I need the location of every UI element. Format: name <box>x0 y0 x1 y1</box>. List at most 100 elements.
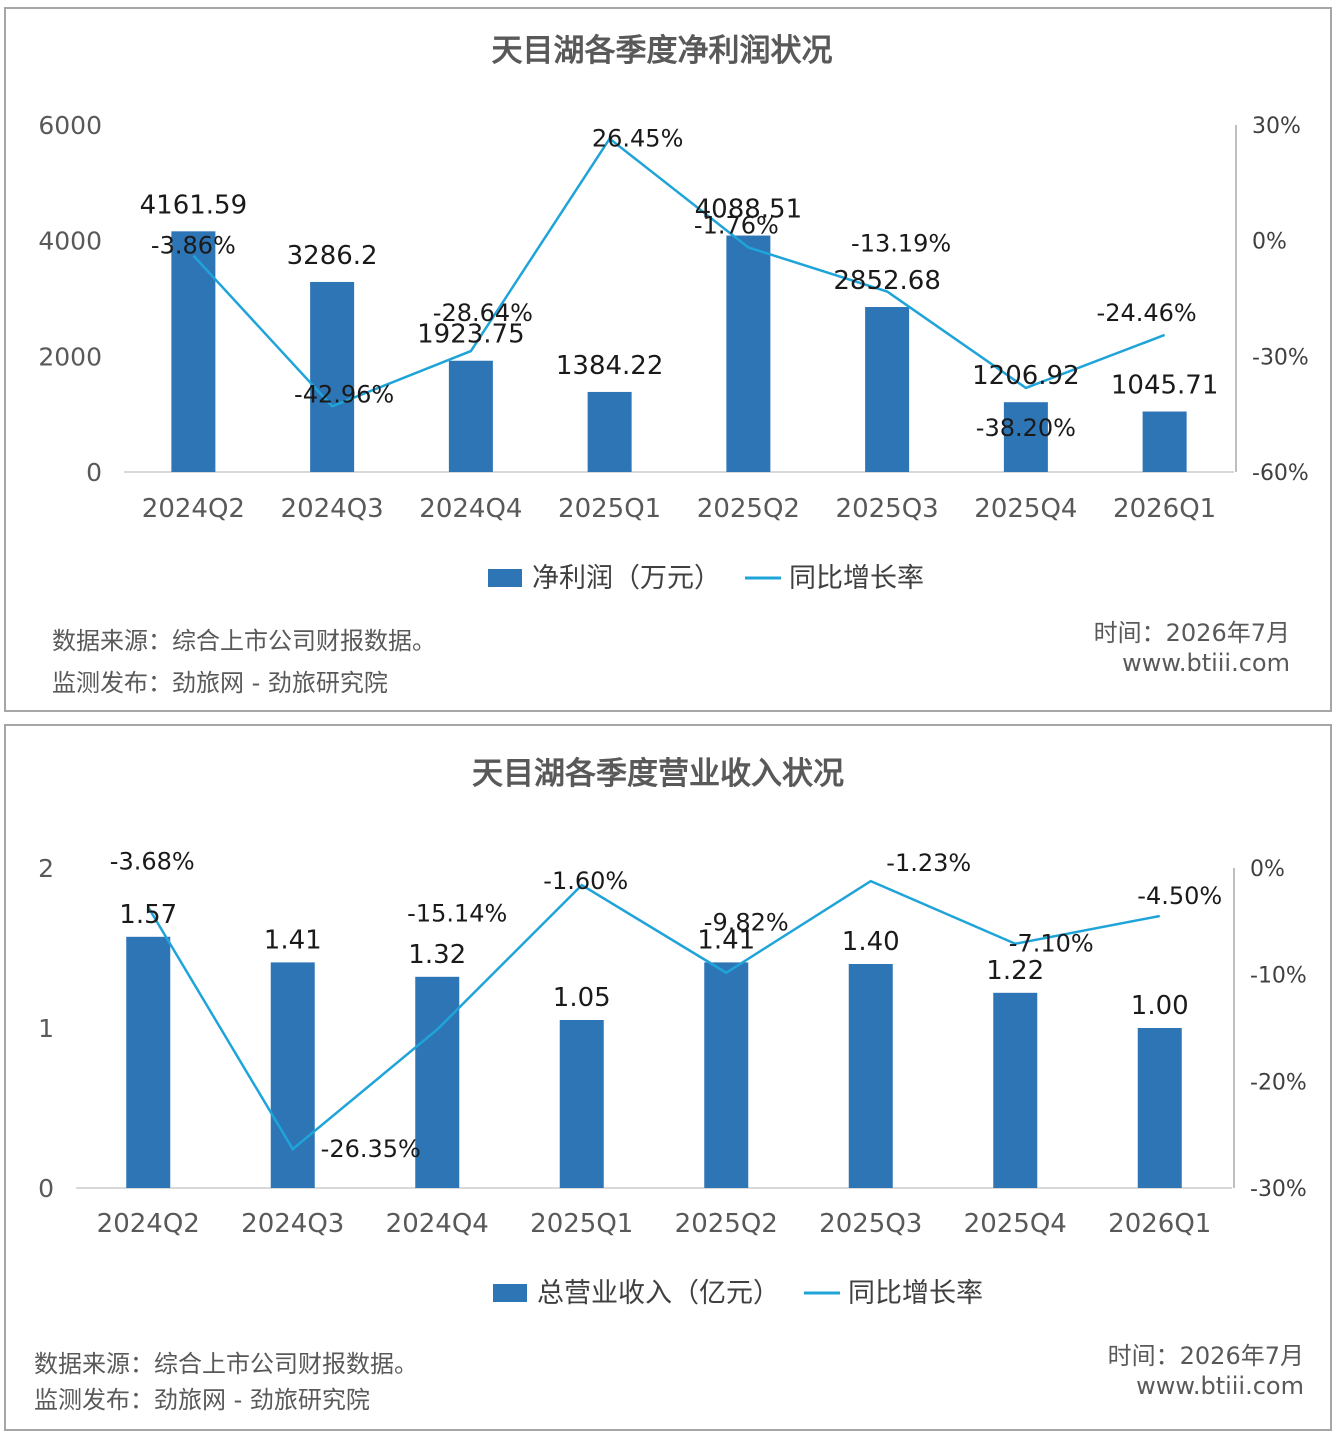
category-label: 2025Q1 <box>558 494 661 524</box>
legend-line-label: 同比增长率 <box>789 563 924 594</box>
category-label: 2024Q4 <box>419 494 522 524</box>
bar-2025Q4 <box>1003 402 1048 472</box>
legend-bar-label: 净利润（万元） <box>532 563 721 594</box>
bar-value-label: 3286.2 <box>287 241 378 271</box>
legend: 净利润（万元） 同比增长率 <box>488 563 924 594</box>
time-note: 时间：2026年7月 <box>1107 1342 1304 1370</box>
category-label: 2024Q2 <box>97 1209 200 1239</box>
bar-value-label: 1.41 <box>697 925 755 955</box>
left-axis-tick: 0 <box>38 1174 54 1203</box>
chart-title: 天目湖各季度营业收入状况 <box>472 756 844 792</box>
source-note: 数据来源：综合上市公司财报数据。 <box>52 627 436 655</box>
growth-rate-line <box>192 136 1166 408</box>
growth-rate-label: -38.20% <box>976 414 1076 442</box>
revenue-chart: 天目湖各季度营业收入状况 0 1 2 -30% -20% -10% 0% 2024Q2 2024Q… <box>38 756 1307 1309</box>
category-label: 2024Q3 <box>281 494 384 524</box>
monitor-note: 监测发布：劲旅网 - 劲旅研究院 <box>34 1386 370 1414</box>
bar-2025Q3 <box>848 964 893 1188</box>
left-axis-tick: 0 <box>86 458 102 487</box>
category-label: 2026Q1 <box>1113 494 1216 524</box>
net-profit-chart-panel: 天目湖各季度净利润状况 0 2000 4000 6000 -60% -30% 0% 30% 202… <box>4 7 1332 712</box>
left-axis-tick: 6000 <box>38 111 102 140</box>
growth-rate-label: -4.50% <box>1137 882 1222 910</box>
bar-value-label: 1.00 <box>1131 991 1189 1021</box>
bar-2026Q1 <box>1142 411 1187 472</box>
growth-rate-label: -26.35% <box>321 1135 421 1163</box>
legend-bar-swatch <box>488 569 522 587</box>
left-axis-tick: 2000 <box>38 342 102 371</box>
growth-rate-label: -3.68% <box>110 847 195 875</box>
category-label: 2025Q3 <box>819 1209 922 1239</box>
legend-bar-label: 总营业收入（亿元） <box>537 1278 780 1309</box>
category-label: 2025Q3 <box>836 494 939 524</box>
growth-rate-label: -1.60% <box>543 867 628 895</box>
revenue-chart-panel: 天目湖各季度营业收入状况 0 1 2 -30% -20% -10% 0% 2024Q2 2024Q… <box>4 724 1332 1431</box>
legend-bar-swatch <box>493 1284 527 1302</box>
monitor-note: 监测发布：劲旅网 - 劲旅研究院 <box>52 669 388 697</box>
left-axis-tick: 2 <box>38 854 54 883</box>
bar-2025Q4 <box>993 992 1038 1188</box>
growth-rate-label: -7.10% <box>1009 930 1094 958</box>
category-label: 2024Q2 <box>142 494 245 524</box>
growth-rate-label: -24.46% <box>1097 299 1197 327</box>
growth-rate-label: -9.82% <box>704 909 789 937</box>
growth-rate-label: 26.45% <box>592 125 684 153</box>
category-label: 2026Q1 <box>1108 1209 1211 1239</box>
right-axis-tick: 0% <box>1252 230 1287 255</box>
legend-line-label: 同比增长率 <box>848 1278 983 1309</box>
category-label: 2025Q4 <box>974 494 1077 524</box>
bar-2025Q2 <box>726 235 771 472</box>
left-axis-tick: 1 <box>38 1014 54 1043</box>
growth-rate-label: -1.23% <box>886 849 971 877</box>
bar-value-label: 1206.92 <box>972 361 1080 391</box>
source-note: 数据来源：综合上市公司财报数据。 <box>34 1350 418 1378</box>
bar-value-label: 4161.59 <box>140 190 248 220</box>
growth-rate-label: -13.19% <box>851 230 951 258</box>
growth-rate-label: -3.86% <box>151 232 236 260</box>
category-label: 2025Q1 <box>530 1209 633 1239</box>
growth-rate-label: -15.14% <box>407 899 507 927</box>
right-axis-tick: 0% <box>1250 857 1285 882</box>
category-label: 2025Q2 <box>675 1209 778 1239</box>
growth-rate-label: -28.64% <box>433 299 533 327</box>
legend: 总营业收入（亿元） 同比增长率 <box>493 1278 983 1309</box>
chart-title: 天目湖各季度净利润状况 <box>492 33 833 69</box>
bar-2024Q4 <box>415 976 460 1188</box>
category-label: 2025Q4 <box>964 1209 1067 1239</box>
bar-value-label: 1.22 <box>986 956 1044 986</box>
bar-2025Q2 <box>704 962 749 1188</box>
bar-2024Q3 <box>270 962 315 1188</box>
category-label: 2024Q4 <box>386 1209 489 1239</box>
bar-2025Q3 <box>865 307 910 472</box>
bar-value-label: 1.05 <box>553 983 611 1013</box>
bar-value-label: 1.41 <box>264 925 322 955</box>
time-note: 时间：2026年7月 <box>1093 619 1290 647</box>
left-axis-tick: 4000 <box>38 227 102 256</box>
bar-2025Q1 <box>587 391 632 472</box>
bar-2024Q2 <box>171 231 216 472</box>
growth-rate-line <box>147 879 1160 1151</box>
right-axis-tick: -20% <box>1250 1070 1307 1095</box>
right-axis-tick: -60% <box>1252 461 1309 486</box>
bar-value-label: 1.57 <box>119 900 177 930</box>
growth-rate-label: -1.76% <box>694 211 779 239</box>
bar-value-label: 1.32 <box>408 940 466 970</box>
bar-value-label: 1045.71 <box>1111 371 1219 401</box>
right-axis-tick: -10% <box>1250 964 1307 989</box>
category-label: 2025Q2 <box>697 494 800 524</box>
bar-2026Q1 <box>1137 1028 1182 1188</box>
bar-2025Q1 <box>559 1020 604 1188</box>
bar-value-label: 4088.51 <box>695 195 803 225</box>
bar-2024Q4 <box>448 360 493 472</box>
bar-value-label: 1923.75 <box>417 320 525 350</box>
site-link[interactable]: www.btiii.com <box>1136 1372 1304 1400</box>
bar-2024Q2 <box>126 936 171 1188</box>
right-axis-tick: 30% <box>1252 114 1301 139</box>
bar-value-label: 2852.68 <box>833 266 941 296</box>
site-link[interactable]: www.btiii.com <box>1122 649 1290 677</box>
net-profit-chart: 天目湖各季度净利润状况 0 2000 4000 6000 -60% -30% 0% 30% 202… <box>38 33 1309 594</box>
bar-2024Q3 <box>310 281 355 472</box>
growth-rate-label: -42.96% <box>294 380 394 408</box>
right-axis-tick: -30% <box>1250 1177 1307 1202</box>
bar-value-label: 1.40 <box>842 927 900 957</box>
